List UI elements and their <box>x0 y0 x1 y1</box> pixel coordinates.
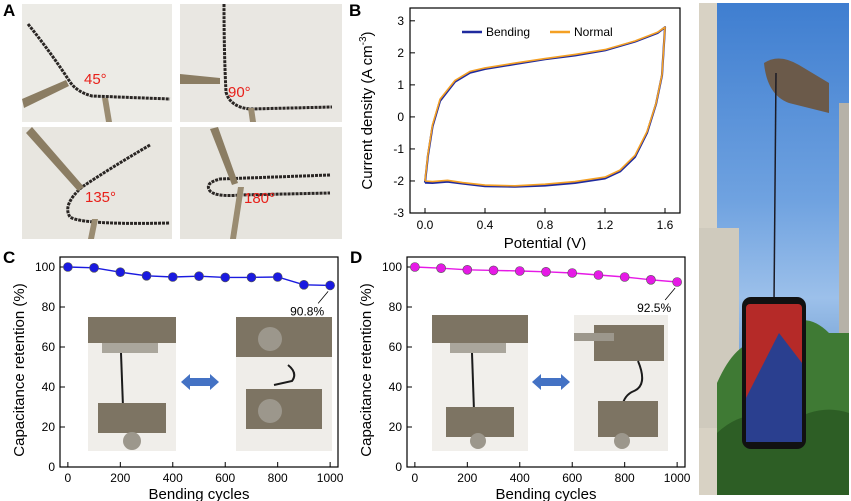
angle-180-label: 180° <box>244 190 276 207</box>
chart-b-cv: 0.0 0.4 0.8 1.2 1.6 -3 -2 -1 0 1 2 3 Potential (V) Cu… <box>358 7 681 250</box>
y-tick-label: -1 <box>393 142 404 156</box>
annotation-label: 92.5% <box>637 301 671 315</box>
y-tick-label: -3 <box>393 206 404 220</box>
x-axis-title: Bending cycles <box>496 486 597 501</box>
angle-45-label: 45° <box>84 71 107 88</box>
data-point <box>167 272 178 282</box>
photo-c-tester-straight <box>88 317 176 451</box>
panel-c-label: C <box>3 248 16 267</box>
y-tick-label: 3 <box>397 14 404 28</box>
photo-bend-90: 90° <box>180 4 342 122</box>
x-tick-label: 200 <box>110 471 130 485</box>
annotation-pointer <box>664 287 676 301</box>
data-point <box>541 266 551 277</box>
y-tick-label: 20 <box>389 420 403 434</box>
legend-label-normal: Normal <box>574 25 613 39</box>
panel-d-label: D <box>350 248 363 267</box>
data-point <box>325 280 335 291</box>
y-axis-title: Capacitance retention (%) <box>358 283 375 456</box>
data-point <box>514 266 525 276</box>
annotation-label: 90.8% <box>290 304 324 318</box>
data-point <box>272 272 283 282</box>
y-tick-label: 80 <box>389 300 403 314</box>
data-point <box>436 263 446 274</box>
y-tick-label: 1 <box>397 78 404 92</box>
y-tick-label: 80 <box>42 300 56 314</box>
data-point <box>462 264 473 275</box>
data-point <box>672 277 682 287</box>
x-tick-label: 0 <box>412 471 419 485</box>
x-tick-label: 800 <box>268 471 288 485</box>
photo-bend-45: 45° <box>22 4 172 122</box>
x-tick-label: 600 <box>562 471 582 485</box>
panel-a-label: A <box>3 1 16 20</box>
data-point <box>646 274 656 285</box>
y-axis-title: Current density (A cm-3) <box>358 31 376 189</box>
data-point <box>194 271 204 282</box>
chart-c-retention: 0 200 400 600 800 1000 0 20 40 60 80 100 Bending cyc… <box>11 256 344 501</box>
y-tick-label: -2 <box>393 174 404 188</box>
series-bending-line <box>423 26 667 188</box>
panel-b-label: B <box>349 1 362 20</box>
photo-bend-180: 180° <box>180 127 342 239</box>
photo-d-tester-straight <box>432 315 528 451</box>
angle-90-label: 90° <box>228 84 251 101</box>
data-point <box>593 270 604 280</box>
data-point <box>410 262 420 272</box>
data-point <box>488 265 499 276</box>
chart-d-retention: 0 200 400 600 800 1000 0 20 40 60 80 100 Bending cyc… <box>358 256 691 501</box>
data-point <box>299 279 309 290</box>
data-point <box>141 270 152 281</box>
plot-frame <box>406 256 686 468</box>
y-tick-label: 40 <box>42 380 56 394</box>
plot-frame <box>59 256 339 468</box>
data-point <box>89 262 99 273</box>
x-axis-title: Potential (V) <box>504 235 587 250</box>
x-tick-label: 800 <box>615 471 635 485</box>
y-tick-label: 40 <box>389 380 403 394</box>
x-tick-label: 0 <box>65 471 72 485</box>
x-axis-title: Bending cycles <box>149 486 250 501</box>
double-arrow-icon-d <box>532 374 570 390</box>
x-tick-label: 400 <box>510 471 530 485</box>
data-point <box>246 272 257 283</box>
y-tick-label: 60 <box>389 340 403 354</box>
y-tick-label: 100 <box>382 260 402 274</box>
y-tick-label: 20 <box>42 420 56 434</box>
photo-bend-135: 135° <box>22 127 172 239</box>
x-tick-label: 600 <box>215 471 235 485</box>
x-tick-label: 0.8 <box>537 218 554 232</box>
data-point <box>63 262 73 272</box>
y-tick-label: 0 <box>395 460 402 474</box>
y-tick-label: 100 <box>35 260 55 274</box>
annotation-pointer <box>317 291 329 304</box>
data-point <box>619 272 630 282</box>
x-tick-label: 0.4 <box>477 218 494 232</box>
data-point <box>220 272 231 283</box>
x-tick-label: 0.0 <box>417 218 434 232</box>
x-tick-label: 1.2 <box>597 218 614 232</box>
y-tick-label: 0 <box>48 460 55 474</box>
legend-label-bending: Bending <box>486 25 530 39</box>
double-arrow-icon-c <box>181 374 219 390</box>
photo-c-tester-bent <box>236 317 332 451</box>
series-normal-line <box>424 26 666 187</box>
angle-135-label: 135° <box>85 189 117 206</box>
data-point <box>115 267 126 278</box>
photo-phone-suspended <box>699 3 849 495</box>
x-tick-label: 1000 <box>664 471 691 485</box>
y-tick-label: 0 <box>397 110 404 124</box>
y-tick-label: 60 <box>42 340 56 354</box>
photo-d-tester-bent <box>574 315 668 451</box>
data-point <box>567 268 578 278</box>
x-tick-label: 400 <box>163 471 183 485</box>
x-tick-label: 1000 <box>317 471 344 485</box>
x-tick-label: 1.6 <box>657 218 674 232</box>
y-tick-label: 2 <box>397 46 404 60</box>
x-tick-label: 200 <box>457 471 477 485</box>
y-axis-title: Capacitance retention (%) <box>11 283 28 456</box>
